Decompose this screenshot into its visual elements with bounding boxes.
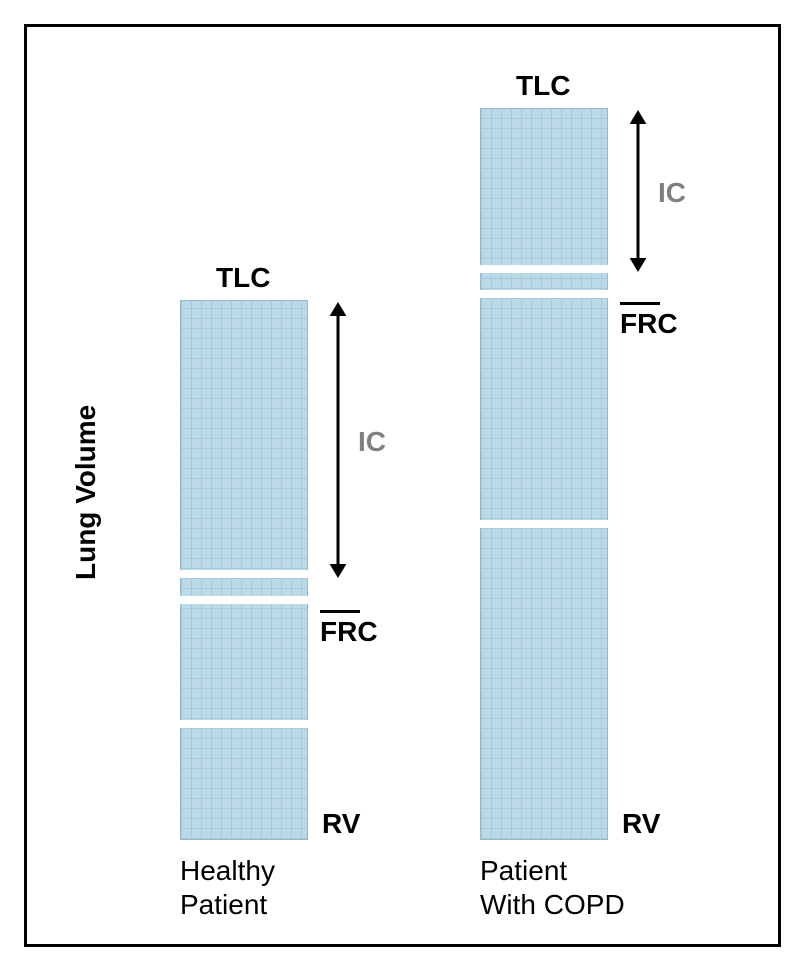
bar-healthy-gap-2 [179,720,309,728]
y-axis-label: Lung Volume [70,405,102,580]
bar-copd-gap-2 [479,520,609,528]
ic-arrow-copd [624,110,652,272]
frc-label-copd: FRC [620,308,678,340]
bar-healthy-gap-1 [179,596,309,604]
bar-healthy-gap-0 [179,570,309,578]
ic-arrow-healthy [324,302,352,578]
bar-copd-gap-1 [479,290,609,298]
bar-copd-gap-0 [479,265,609,273]
bar-copd [480,108,608,840]
chart-frame [24,24,781,947]
frc-tick-healthy [320,610,360,613]
ic-label-healthy: IC [358,426,386,458]
frc-label-healthy: FRC [320,616,378,648]
tlc-label-copd: TLC [516,70,570,102]
caption-healthy: Healthy Patient [180,854,275,922]
rv-label-copd: RV [622,808,660,840]
frc-tick-copd [620,302,660,305]
rv-label-healthy: RV [322,808,360,840]
ic-label-copd: IC [658,177,686,209]
caption-copd: Patient With COPD [480,854,625,922]
tlc-label-healthy: TLC [216,262,270,294]
